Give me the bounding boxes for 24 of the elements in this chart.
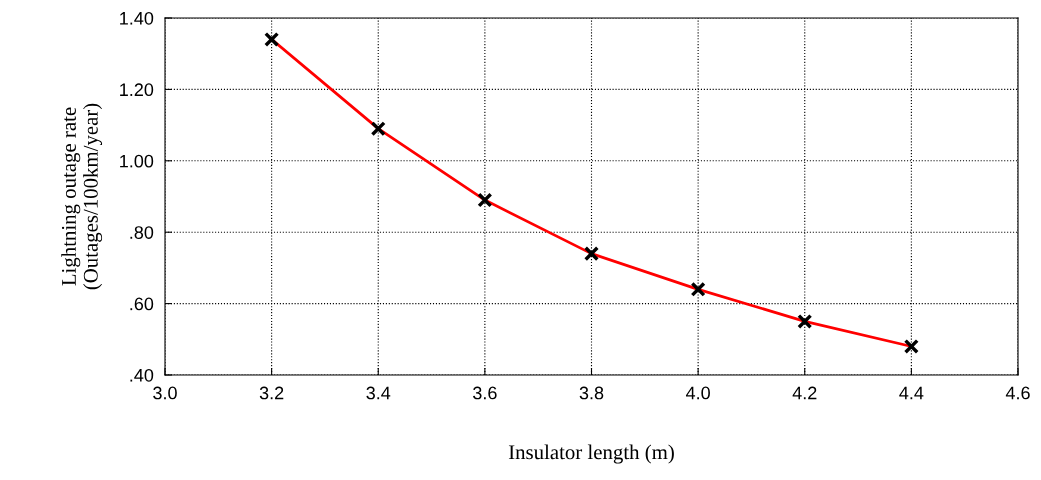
y-tick-label: .40	[130, 368, 154, 382]
point	[370, 121, 386, 137]
point	[797, 313, 813, 329]
y-tick-label: 1.40	[120, 11, 154, 25]
y-tick-label: .80	[130, 226, 154, 239]
x-tick-label: 4.6	[1005, 386, 1030, 400]
point	[690, 281, 706, 297]
x-tick-label: 4.0	[685, 386, 710, 400]
x-tick-label: 3.2	[259, 386, 284, 400]
y-tick-label: 1.20	[120, 83, 154, 97]
y-axis-title: Lightning outage rate (Outages/100km/year)	[61, 103, 103, 290]
x-tick-label: 4.2	[792, 386, 817, 400]
point	[583, 246, 600, 262]
y-tick-label: 1.00	[120, 154, 154, 168]
point	[264, 31, 280, 47]
x-axis-title: Insulator length (m)	[508, 444, 674, 464]
x-tick-label: 4.4	[899, 386, 924, 400]
point	[903, 338, 919, 354]
y-tick-label: .60	[130, 297, 154, 311]
x-tick-label: 3.6	[473, 386, 497, 400]
x-tick-label: 3.0	[153, 386, 177, 400]
x-tick-label: 3.4	[366, 386, 391, 400]
point	[477, 192, 493, 208]
x-tick-label: 3.8	[579, 386, 604, 400]
